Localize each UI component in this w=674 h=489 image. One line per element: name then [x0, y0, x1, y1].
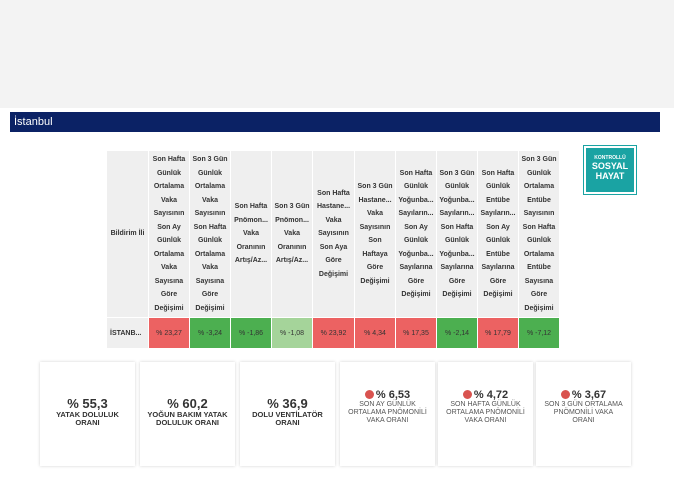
- card-value: % 60,2: [140, 396, 235, 411]
- table-row: İSTANB...% 23,27% -3,24% -1,86% -1,08% 2…: [106, 317, 560, 349]
- column-header: Son 3 Gün Günlük Yoğunba... Sayıların...…: [436, 150, 478, 318]
- column-header-label: Son 3 Gün Günlük Ortalama Entübe Sayısın…: [521, 156, 557, 312]
- card-value-text: % 6,53: [375, 389, 411, 401]
- column-header-label: Son Hafta Günlük Entübe Sayıların... Son…: [480, 169, 516, 299]
- card-label: DOLU VENTİLATÖR ORANI: [252, 410, 323, 427]
- row-label-province: İSTANB...: [106, 317, 149, 349]
- card-label: YATAK DOLULUK ORANI: [56, 410, 119, 427]
- column-header: Son Hafta Günlük Entübe Sayıların... Son…: [477, 150, 519, 318]
- virus-icon: [462, 389, 472, 399]
- table-header-row: Bildirim İli Son Hafta Günlük Ortalama Va…: [106, 150, 560, 318]
- table-cell: % 17,35: [395, 317, 437, 349]
- card-value: % 36,9: [240, 396, 335, 411]
- card-label: SON HAFTA GÜNLÜK ORTALAMA PNÖMONİLİ VAKA…: [446, 401, 525, 424]
- virus-icon: [364, 389, 374, 399]
- indicator-table-container: Bildirim İli Son Hafta Günlük Ortalama Va…: [106, 150, 560, 349]
- column-header: Son Hafta Günlük Yoğunba... Sayıların...…: [395, 150, 437, 318]
- card-label: YOĞUN BAKIM YATAK DOLULUK ORANI: [147, 410, 228, 427]
- column-header-label: Bildirim İli: [110, 230, 145, 238]
- column-header: Son 3 Gün Pnömon... Vaka Oranının Artış/…: [271, 150, 313, 318]
- indicator-card: % 60,2 YOĞUN BAKIM YATAK DOLULUK ORANI: [140, 362, 235, 466]
- card-value: % 3,67: [536, 389, 631, 401]
- card-value-text: % 36,9: [267, 396, 308, 411]
- column-header: Son 3 Gün Günlük Ortalama Entübe Sayısın…: [518, 150, 560, 318]
- card-value: % 6,53: [340, 389, 435, 401]
- top-background: [0, 0, 674, 108]
- column-header-label: Son 3 Gün Hastane... Vaka Sayısının Son …: [357, 183, 393, 285]
- page-title: İstanbul: [10, 112, 660, 132]
- card-value-text: % 4,72: [473, 389, 509, 401]
- column-header-label: Son 3 Gün Günlük Yoğunba... Sayıların...…: [439, 169, 475, 299]
- kontrollu-sosyal-hayat-logo: KONTROLLÜ SOSYAL HAYAT: [583, 145, 637, 195]
- column-header: Son Hafta Hastane... Vaka Sayısının Son …: [312, 150, 355, 318]
- table-cell: % 23,92: [312, 317, 355, 349]
- indicator-card: % 36,9 DOLU VENTİLATÖR ORANI: [240, 362, 335, 466]
- indicator-table: Bildirim İli Son Hafta Günlük Ortalama Va…: [106, 150, 560, 349]
- column-header-label: Son Hafta Günlük Yoğunba... Sayıların...…: [398, 169, 434, 299]
- card-value-text: % 60,2: [167, 396, 208, 411]
- card-value-text: % 3,67: [571, 389, 607, 401]
- table-cell: % 4,34: [354, 317, 396, 349]
- virus-icon: [560, 389, 570, 399]
- column-header: Son 3 Gün Hastane... Vaka Sayısının Son …: [354, 150, 396, 318]
- column-header-label: Son Hafta Hastane... Vaka Sayısının Son …: [316, 189, 351, 278]
- table-cell: % -3,24: [189, 317, 231, 349]
- card-value: % 55,3: [40, 396, 135, 411]
- table-cell: % -7,12: [518, 317, 560, 349]
- table-cell: % -2,14: [436, 317, 478, 349]
- indicator-card: % 55,3 YATAK DOLULUK ORANI: [40, 362, 135, 466]
- column-header-province: Bildirim İli: [106, 150, 149, 318]
- card-value: % 4,72: [438, 389, 533, 401]
- card-value-text: % 55,3: [67, 396, 108, 411]
- indicator-card: % 3,67 SON 3 GÜN ORTALAMA PNÖMONİLİ VAKA …: [536, 362, 631, 466]
- card-label: SON AY GÜNLÜK ORTALAMA PNÖMONİLİ VAKA OR…: [348, 401, 427, 424]
- column-header-label: Son 3 Gün Pnömon... Vaka Oranının Artış/…: [274, 203, 310, 265]
- indicator-card: % 4,72 SON HAFTA GÜNLÜK ORTALAMA PNÖMONİL…: [438, 362, 533, 466]
- column-header: Son Hafta Pnömon... Vaka Oranının Artış/…: [230, 150, 272, 318]
- column-header-label: Son Hafta Günlük Ortalama Vaka Sayısının…: [152, 156, 186, 312]
- table-cell: % 23,27: [148, 317, 190, 349]
- table-cell: % -1,86: [230, 317, 272, 349]
- table-cell: % 17,79: [477, 317, 519, 349]
- column-header-label: Son Hafta Pnömon... Vaka Oranının Artış/…: [234, 203, 268, 265]
- logo-line1: KONTROLLÜ: [594, 155, 626, 161]
- column-header: Son 3 Gün Günlük Ortalama Vaka Sayısının…: [189, 150, 231, 318]
- logo-line2: SOSYAL: [591, 161, 629, 171]
- column-header: Son Hafta Günlük Ortalama Vaka Sayısının…: [148, 150, 190, 318]
- column-header-label: Son 3 Gün Günlük Ortalama Vaka Sayısının…: [192, 156, 228, 312]
- logo-line3: HAYAT: [595, 171, 625, 181]
- indicator-card: % 6,53 SON AY GÜNLÜK ORTALAMA PNÖMONİLİ V…: [340, 362, 435, 466]
- table-cell: % -1,08: [271, 317, 313, 349]
- card-label: SON 3 GÜN ORTALAMA PNÖMONİLİ VAKA ORANI: [544, 401, 623, 424]
